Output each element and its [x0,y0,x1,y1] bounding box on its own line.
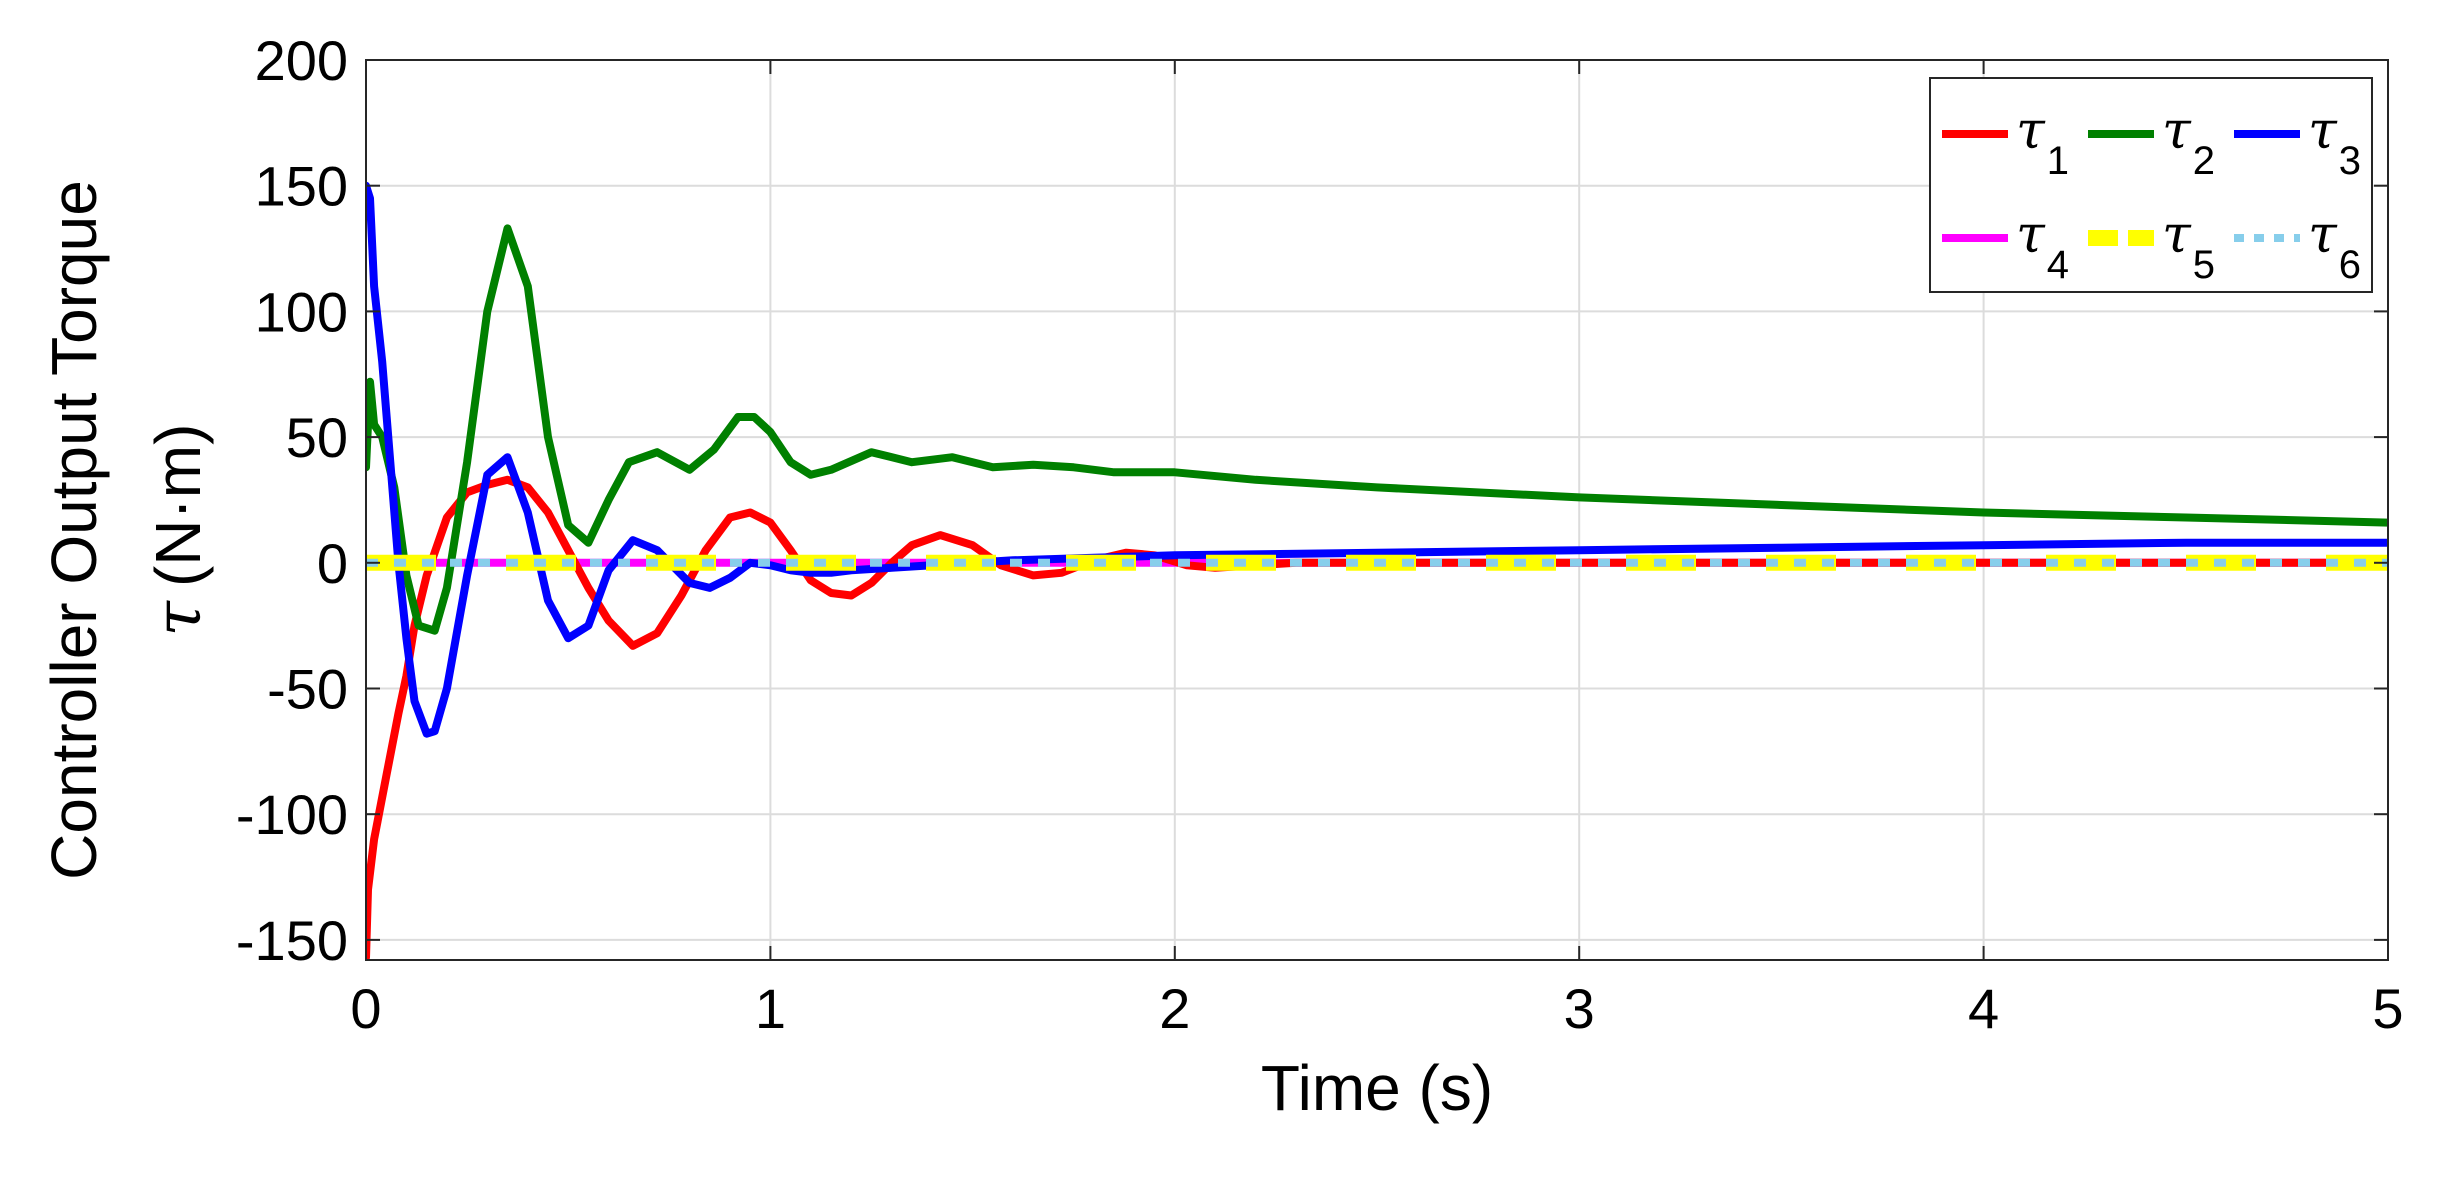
y-tick-label: 150 [255,155,348,218]
y-axis-label-symbol: τ [142,599,216,636]
legend-label-2: τ2 [2162,101,2215,183]
x-tick-label: 0 [350,977,381,1040]
y-axis-label-units: (N·m) [142,424,214,587]
legend: τ1 τ2 τ3 τ4 τ5 τ6 [1929,77,2373,293]
y-axis-label-line1: Controller Output Torque [38,180,110,880]
x-tick-label: 1 [755,977,786,1040]
y-axis-label-line2: τ (N·m) [142,424,216,637]
series-line-2 [366,224,2388,635]
y-tick-label: -50 [267,657,348,720]
y-tick-label: 100 [255,280,348,343]
y-tick-label: -100 [236,783,348,846]
x-tick-label: 2 [1159,977,1190,1040]
y-axis-label: Controller Output Torque τ (N·m) [38,180,216,880]
series-layer [366,181,2388,960]
legend-label-4: τ4 [2016,205,2069,287]
legend-label-1: τ1 [2016,101,2069,183]
axes-frame [365,59,2389,961]
x-tick-label: 4 [1968,977,1999,1040]
y-tick-label: -150 [236,909,348,972]
x-tick-label: 5 [2372,977,2403,1040]
x-tick-label: 3 [1564,977,1595,1040]
y-tick-label: 50 [286,406,348,469]
legend-label-3: τ3 [2308,101,2361,183]
y-tick-label: 0 [317,532,348,595]
legend-label-5: τ5 [2162,205,2215,287]
legend-box [1929,77,2373,293]
y-tick-labels: -150 -100 -50 0 50 100 150 200 [236,29,2388,972]
x-tick-labels: 0 1 2 3 4 5 [350,60,2404,1040]
x-axis-label: Time (s) [1261,1052,1493,1124]
y-tick-label: 200 [255,29,348,92]
legend-label-6: τ6 [2308,205,2361,287]
